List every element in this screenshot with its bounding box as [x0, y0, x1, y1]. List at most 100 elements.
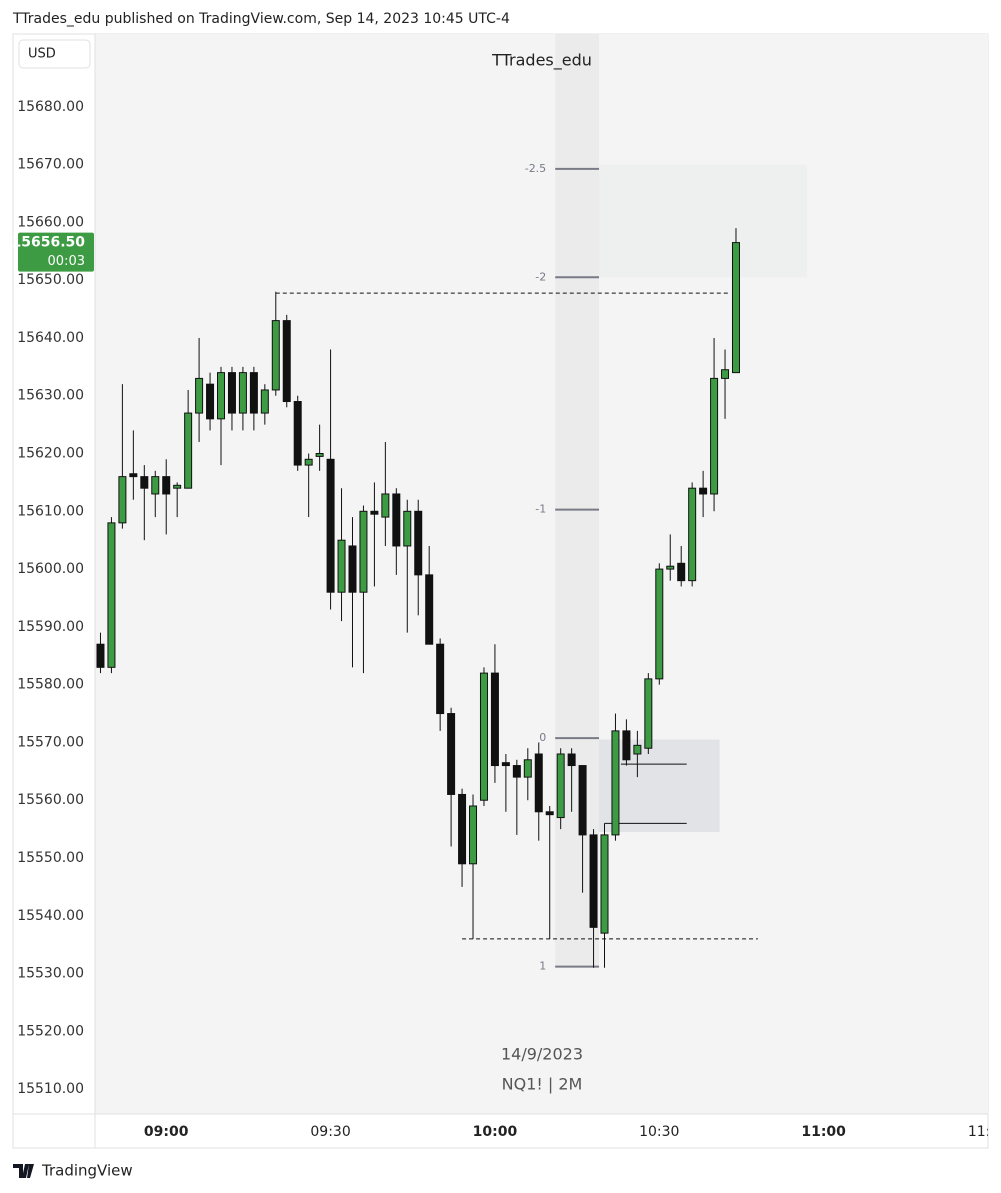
candle-body [359, 510, 368, 593]
fib-label: 1 [539, 960, 546, 973]
candle-body [479, 672, 488, 801]
zone [599, 164, 808, 278]
y-tick-label: 15580.00 [17, 677, 84, 693]
candle-body [381, 493, 390, 518]
x-tick-label: 11:00 [801, 1124, 846, 1140]
candle-body [118, 476, 127, 524]
candle-body [633, 744, 642, 755]
brand: TradingView [41, 1162, 133, 1180]
x-tick-label: 10:00 [473, 1124, 518, 1140]
y-tick-label: 15630.00 [17, 388, 84, 404]
y-tick-label: 15680.00 [17, 99, 84, 115]
y-tick-label: 15620.00 [17, 446, 84, 462]
price-tag [18, 232, 94, 272]
candle-body [622, 730, 631, 761]
y-tick-label: 15650.00 [17, 272, 84, 288]
fib-label: -2.5 [525, 162, 546, 175]
candle-body [249, 372, 258, 414]
y-tick-label: 15560.00 [17, 792, 84, 808]
candle-body [162, 476, 171, 495]
candle-body [578, 765, 587, 836]
y-tick-label: 15590.00 [17, 619, 84, 635]
candle-body [304, 458, 313, 466]
candle-body [534, 753, 543, 813]
brand-logo [13, 1164, 34, 1178]
candle-body [293, 401, 302, 466]
candle-body [227, 372, 236, 414]
candle-body [425, 574, 434, 645]
plot-area [95, 34, 988, 1114]
y-tick-label: 15540.00 [17, 908, 84, 924]
candle-body [315, 453, 324, 457]
candle-body [206, 383, 215, 420]
candle-body [414, 510, 423, 576]
x-tick-label: 11:30 [968, 1124, 1001, 1140]
candle-body [96, 643, 105, 668]
candle-body [173, 484, 182, 489]
fib-label: -2 [535, 270, 546, 283]
y-tick-label: 15660.00 [17, 214, 84, 230]
candle-body [490, 672, 499, 767]
price-tag-countdown: 00:03 [48, 254, 85, 269]
fib-label: -1 [535, 503, 546, 516]
candle-body [567, 753, 576, 767]
candle-body [129, 473, 138, 478]
currency-box[interactable] [18, 39, 91, 69]
y-tick-label: 15570.00 [17, 734, 84, 750]
candle-body [140, 476, 149, 489]
candle-body [545, 811, 554, 816]
candle-body [523, 759, 532, 778]
date-label: 14/9/2023 [501, 1045, 583, 1064]
candle-body [721, 369, 730, 379]
fib-label: 0 [539, 731, 546, 744]
candle-body [392, 493, 401, 547]
candle-body [326, 458, 335, 593]
y-tick-label: 15510.00 [17, 1081, 84, 1097]
x-tick-label: 10:30 [639, 1124, 679, 1140]
candle-body [655, 568, 664, 680]
candle-body [611, 730, 620, 836]
candle-body [677, 562, 686, 582]
candle-body [589, 834, 598, 928]
y-tick-label: 15610.00 [17, 503, 84, 519]
candle-body [107, 522, 116, 668]
x-tick-label: 09:00 [144, 1124, 189, 1140]
symbol-label: NQ1! | 2M [502, 1075, 583, 1094]
candle-body [195, 377, 204, 414]
candle-body [403, 510, 412, 547]
candle-body [238, 372, 247, 414]
candle-body [469, 805, 478, 865]
y-tick-label: 15530.00 [17, 966, 84, 982]
candle-body [556, 753, 565, 819]
y-tick-label: 15600.00 [17, 561, 84, 577]
fib-band [555, 34, 600, 967]
candle-body [600, 834, 609, 934]
candle-body [370, 510, 379, 515]
candle-body [184, 412, 193, 489]
candle-body [501, 762, 510, 767]
x-tick-label: 09:30 [310, 1124, 350, 1140]
candle-body [688, 487, 697, 582]
candle-body [217, 372, 226, 420]
candle-body [436, 643, 445, 715]
price-tag-label: 15656.50 [11, 235, 85, 251]
candle-body [512, 765, 521, 778]
chart-title: TTrades_edu [491, 51, 592, 71]
candle-body [447, 713, 456, 795]
y-tick-label: 15640.00 [17, 330, 84, 346]
candle-body [666, 565, 675, 570]
candle-body [710, 377, 719, 495]
header: TTrades_edu published on TradingView.com… [12, 11, 510, 27]
y-tick-label: 15550.00 [17, 850, 84, 866]
currency[interactable]: USD [28, 47, 56, 62]
candle-body [337, 539, 346, 593]
candle-body [151, 476, 160, 495]
candle-body [260, 389, 269, 414]
candle-body [458, 793, 467, 865]
candle-body [282, 320, 291, 403]
candle-body [699, 487, 708, 495]
candle-body [644, 678, 653, 749]
candle-body [731, 242, 740, 374]
y-tick-label: 15670.00 [17, 157, 84, 173]
